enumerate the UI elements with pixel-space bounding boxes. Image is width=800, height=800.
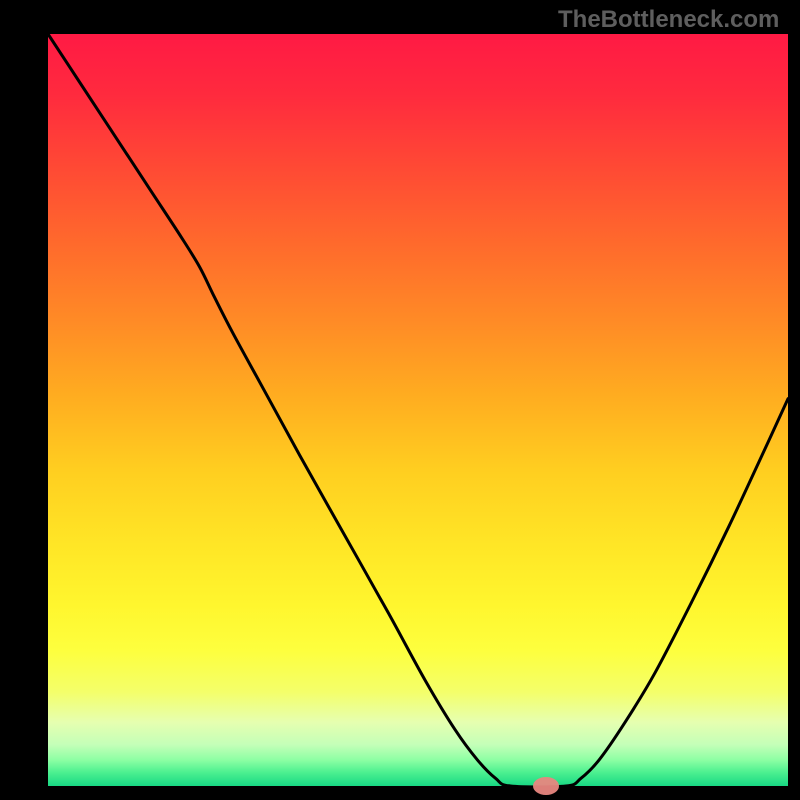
gradient-plot-area <box>48 34 788 786</box>
watermark-label: TheBottleneck.com <box>558 6 779 34</box>
optimal-point-marker <box>533 777 559 795</box>
chart-stage: TheBottleneck.com <box>0 0 800 800</box>
chart-svg <box>0 0 800 800</box>
